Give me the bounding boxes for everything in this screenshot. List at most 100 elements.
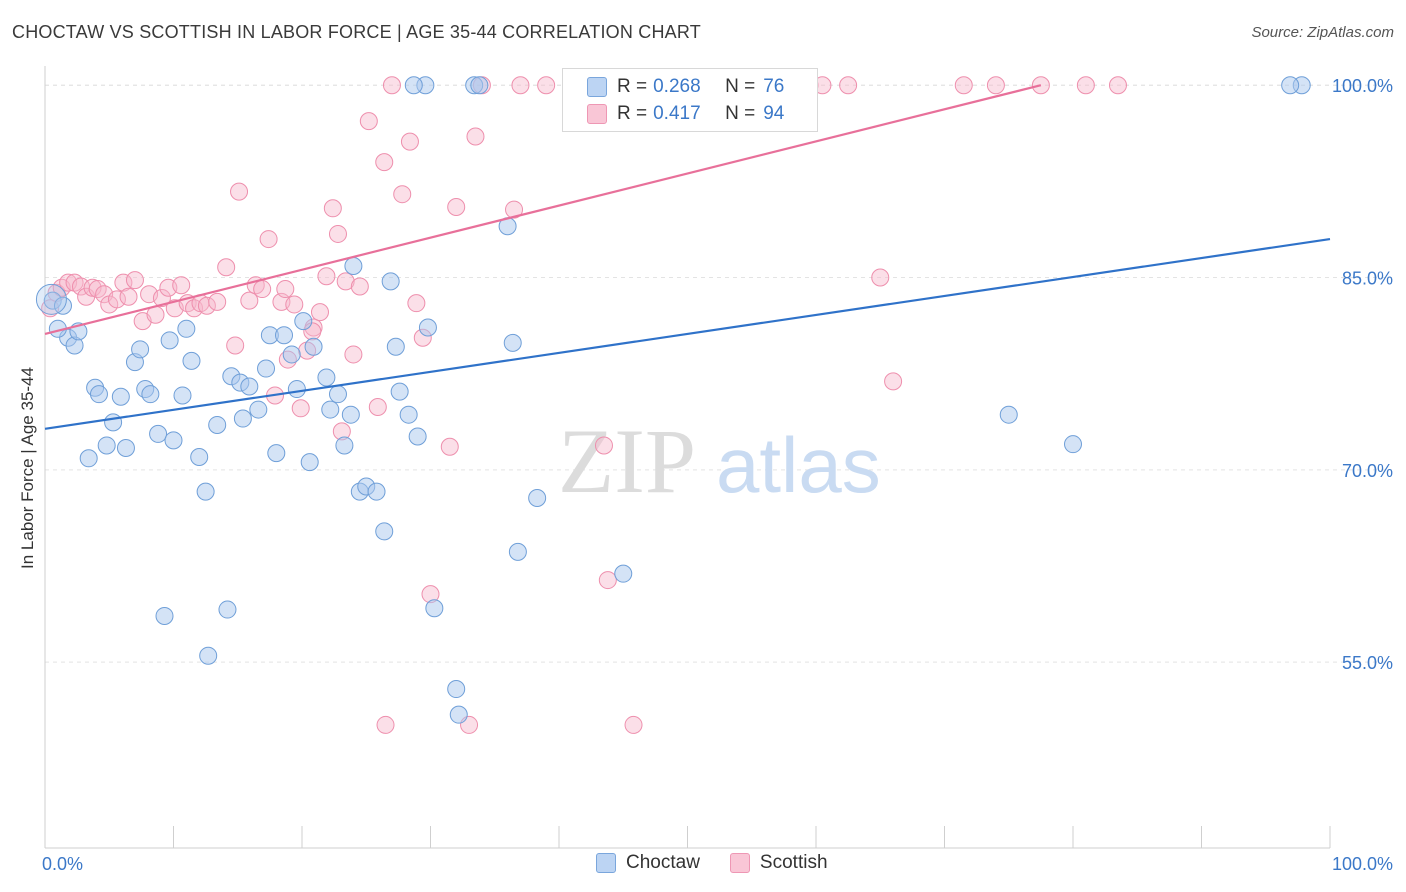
scottish-point [276,280,295,299]
scottish-point [197,296,216,315]
scottish-point [336,272,355,291]
legend-row-scottish: R = 0.417 N = 94 [587,100,784,128]
scottish-point [954,76,973,95]
choctaw-point [141,385,160,404]
choctaw-point [344,256,363,275]
scottish-point [328,224,347,243]
scottish-point [393,185,412,204]
scottish-point [400,132,419,151]
choctaw-point [1064,435,1082,454]
legend-item-scottish[interactable]: Scottish [729,852,828,874]
scottish-point [344,345,363,364]
scottish-point [285,295,304,314]
choctaw-swatch [596,853,616,873]
choctaw-point [267,444,286,463]
choctaw-point [89,385,108,404]
scottish-point [240,291,259,310]
scottish-point [447,198,466,217]
watermark-zip: ZIP [558,410,696,512]
choctaw-point [328,385,347,404]
r-value: 0.268 [653,76,701,97]
chart-title: CHOCTAW VS SCOTTISH IN LABOR FORCE | AGE… [12,22,701,42]
gridlines [45,84,1392,663]
scottish-point [317,267,336,286]
scottish-swatch [587,104,607,124]
y-tick-label: 55.0% [1342,653,1393,673]
choctaw-point [160,331,179,350]
y-axis-label: In Labor Force | Age 35-44 [18,367,37,569]
scottish-point [259,230,278,249]
choctaw-trend-line [44,237,1331,430]
choctaw-points [35,76,1311,724]
y-tick-label: 85.0% [1342,269,1393,289]
legend-row-choctaw: R = 0.268 N = 76 [587,73,784,101]
choctaw-point [111,387,130,406]
choctaw-point [79,449,98,468]
scottish-swatch [729,853,750,873]
choctaw-point [399,405,418,424]
source-label: Source: ZipAtlas.com [1251,24,1394,41]
scottish-point [226,336,245,355]
scottish-point [511,76,530,95]
scottish-point [375,153,394,172]
choctaw-point [341,405,360,424]
scottish-point [986,76,1005,95]
choctaw-point [199,646,218,665]
scottish-point [323,199,342,218]
scottish-point [152,289,171,308]
choctaw-point [196,482,215,501]
scottish-point [253,280,272,299]
choctaw-point [304,337,323,356]
choctaw-point [257,359,276,378]
scottish-point [119,287,138,306]
choctaw-point [386,337,405,356]
r-label: R = [617,103,648,124]
x-tick-label-min: 0.0% [42,854,83,874]
choctaw-point [508,542,527,561]
scottish-point [871,268,890,287]
scottish-point [230,182,249,201]
choctaw-point [300,453,319,472]
scottish-point [537,76,556,95]
choctaw-point [190,448,209,466]
choctaw-point [528,489,547,508]
choctaw-point [287,380,306,399]
choctaw-point [999,405,1018,424]
legend-label-choctaw: Choctaw [626,852,700,873]
scottish-point [291,399,310,418]
choctaw-point [233,409,252,428]
scottish-point [505,200,524,219]
y-tick-label: 70.0% [1342,461,1393,481]
scottish-point [407,294,426,313]
scottish-point [594,436,613,455]
choctaw-point [164,431,183,450]
legend-item-choctaw[interactable]: Choctaw [596,852,700,874]
scottish-point [1076,76,1095,95]
choctaw-point [208,415,227,434]
scottish-point [440,437,459,456]
choctaw-point [240,377,259,396]
n-value: 76 [763,76,785,97]
choctaw-point [218,600,237,619]
x-tick-label-max: 100.0% [1332,854,1393,874]
choctaw-point [97,436,116,455]
scottish-point [208,292,227,311]
choctaw-point [1281,76,1300,95]
choctaw-point [470,76,489,95]
scottish-point [598,571,617,590]
stats-legend: R = 0.268 N = 76 R = 0.417 N = 94 [562,68,818,132]
series-legend: Choctaw Scottish [596,852,858,874]
choctaw-point [404,76,423,95]
scottish-point [376,715,395,734]
scottish-point [172,276,191,295]
choctaw-point [390,382,409,401]
choctaw-point [408,427,427,446]
scottish-point [310,303,329,322]
choctaw-point [449,705,468,724]
scottish-point [107,290,126,309]
scottish-point [350,277,369,296]
choctaw-point [282,345,301,364]
tick-labels: 55.0% 70.0% 85.0% 100.0% 0.0% 100.0% [42,76,1393,874]
n-value: 94 [763,103,785,124]
